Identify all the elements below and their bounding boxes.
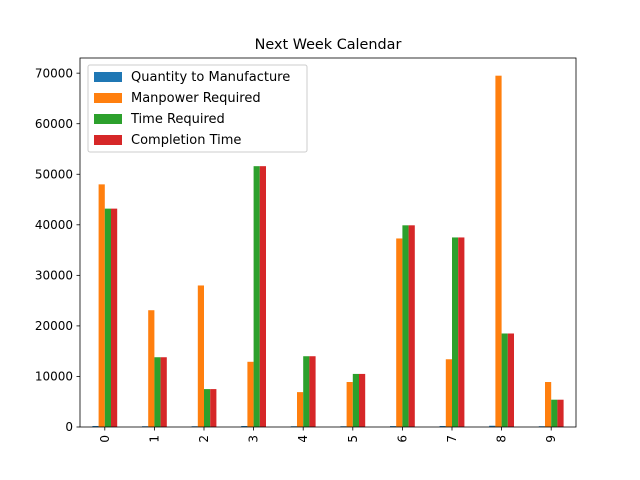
bar-manpower-required-5 (346, 382, 353, 427)
x-tick-label-3: 3 (247, 435, 261, 443)
bar-completion-time-1 (160, 357, 167, 427)
bar-completion-time-4 (309, 356, 316, 427)
bar-time-required-2 (204, 389, 211, 427)
x-tick-label-0: 0 (98, 435, 112, 443)
bar-manpower-required-0 (98, 184, 105, 427)
bar-completion-time-2 (210, 389, 217, 427)
bar-time-required-4 (303, 356, 310, 427)
bar-manpower-required-2 (197, 285, 204, 427)
bar-time-required-7 (452, 237, 459, 427)
bar-quantity-to-manufacture-8 (489, 425, 496, 427)
bar-time-required-3 (253, 166, 260, 428)
y-tick-label-70000: 70000 (35, 66, 73, 80)
y-tick-label-20000: 20000 (35, 319, 73, 333)
axes-layer: 0 10000 20000 30000 40000 50000 60000 70000 0 1 2 3… (35, 57, 577, 443)
x-tick-label-5: 5 (346, 435, 360, 443)
bar-time-required-0 (104, 208, 111, 427)
legend-label-completion-time: Completion Time (131, 133, 241, 148)
x-tick-label-2: 2 (197, 435, 211, 443)
bar-time-required-1 (154, 357, 161, 427)
bar-completion-time-7 (458, 237, 465, 427)
bar-completion-time-5 (359, 373, 366, 427)
legend-swatch-quantity-to-manufacture (94, 72, 122, 82)
y-tick-label-0: 0 (65, 420, 73, 434)
bar-time-required-9 (551, 399, 558, 427)
y-tick-label-30000: 30000 (35, 269, 73, 283)
legend: Quantity to Manufacture Manpower Required… (87, 64, 308, 153)
bar-manpower-required-7 (445, 359, 452, 427)
bar-manpower-required-6 (396, 238, 403, 427)
bar-quantity-to-manufacture-6 (390, 426, 397, 427)
legend-swatch-completion-time (94, 135, 122, 145)
bar-time-required-6 (402, 225, 409, 427)
bar-completion-time-9 (557, 399, 564, 427)
legend-label-manpower-required: Manpower Required (131, 91, 261, 106)
bars-layer (92, 75, 564, 428)
chart-title: Next Week Calendar (255, 37, 402, 53)
x-tick-label-8: 8 (495, 435, 509, 443)
x-tick-label-6: 6 (395, 435, 409, 443)
legend-swatch-time-required (94, 114, 122, 124)
bar-quantity-to-manufacture-0 (92, 425, 99, 427)
bar-quantity-to-manufacture-3 (241, 425, 248, 427)
bar-completion-time-8 (507, 333, 514, 427)
bar-manpower-required-8 (495, 75, 502, 427)
y-tick-label-10000: 10000 (35, 370, 73, 384)
bar-manpower-required-4 (297, 392, 304, 427)
bar-completion-time-3 (259, 166, 266, 428)
x-tick-label-7: 7 (445, 435, 459, 443)
y-tick-label-50000: 50000 (35, 167, 73, 181)
bar-time-required-5 (352, 373, 359, 427)
bar-quantity-to-manufacture-7 (439, 425, 446, 427)
legend-label-quantity-to-manufacture: Quantity to Manufacture (131, 70, 290, 85)
x-tick-label-9: 9 (544, 435, 558, 443)
bar-manpower-required-3 (247, 361, 254, 427)
bar-completion-time-0 (111, 208, 118, 427)
x-tick-label-4: 4 (296, 435, 310, 443)
bar-manpower-required-1 (148, 310, 155, 427)
y-tick-label-60000: 60000 (35, 117, 73, 131)
y-tick-label-40000: 40000 (35, 218, 73, 232)
legend-swatch-manpower-required (94, 93, 122, 103)
legend-label-time-required: Time Required (130, 112, 225, 127)
bar-completion-time-6 (408, 225, 415, 427)
legend-box (87, 64, 308, 153)
plot-frame (79, 57, 577, 428)
bar-manpower-required-9 (545, 382, 552, 427)
bar-time-required-8 (501, 333, 508, 427)
x-tick-label-1: 1 (147, 435, 161, 443)
